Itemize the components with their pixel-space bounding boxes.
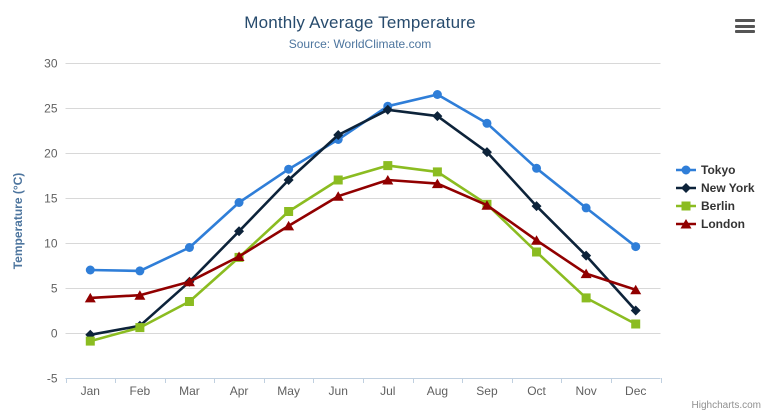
- x-tick-label: Sep: [476, 384, 498, 398]
- chart-subtitle: Source: WorldClimate.com: [288, 37, 432, 51]
- x-tick-label: Dec: [625, 384, 646, 398]
- x-tick-label: Jan: [81, 384, 100, 398]
- y-tick-label: 5: [51, 282, 58, 296]
- data-point-marker: [630, 305, 641, 316]
- data-point-marker: [681, 183, 691, 193]
- data-point-marker: [432, 167, 442, 177]
- data-point-marker: [84, 292, 96, 303]
- x-tick-label: Jun: [329, 384, 348, 398]
- data-point-marker: [284, 164, 294, 174]
- y-tick-label: 25: [44, 102, 58, 116]
- data-point-marker: [85, 336, 95, 346]
- legend-marker-triangle-icon: [676, 219, 696, 229]
- x-tick-label: Aug: [427, 384, 448, 398]
- data-point-marker: [631, 242, 641, 252]
- data-point-marker: [531, 235, 543, 245]
- menu-bar: [735, 24, 755, 28]
- data-point-marker: [134, 290, 146, 300]
- data-point-marker: [233, 251, 245, 261]
- x-tick-label: May: [277, 384, 300, 398]
- data-point-marker: [531, 201, 542, 212]
- data-point-marker: [432, 90, 442, 99]
- data-point-marker: [284, 207, 294, 216]
- legend-item-berlin[interactable]: Berlin: [676, 197, 755, 215]
- data-point-marker: [532, 163, 542, 173]
- data-point-marker: [333, 130, 344, 140]
- export-menu-icon[interactable]: [735, 17, 755, 35]
- series-line-berlin: [89, 164, 637, 343]
- x-tick-label: Oct: [527, 384, 546, 398]
- y-axis-title: Temperature (°C): [11, 172, 25, 270]
- data-point-marker: [581, 250, 592, 261]
- data-point-marker: [532, 247, 542, 257]
- data-point-marker: [234, 198, 244, 207]
- data-point-marker: [431, 178, 443, 189]
- legend-item-tokyo[interactable]: Tokyo: [676, 161, 755, 179]
- credits-link[interactable]: Highcharts.com: [691, 400, 761, 411]
- x-tick-label: Mar: [179, 384, 200, 398]
- series-line-new-york: [89, 108, 637, 337]
- data-point-marker: [382, 175, 394, 185]
- legend-marker-circle-icon: [676, 165, 696, 175]
- legend-item-new-york[interactable]: New York: [676, 179, 755, 197]
- data-point-marker: [283, 220, 295, 231]
- legend-item-london[interactable]: London: [676, 215, 755, 233]
- data-point-marker: [681, 165, 691, 175]
- data-point-marker: [383, 161, 393, 171]
- data-point-marker: [332, 191, 344, 201]
- data-point-marker: [283, 175, 294, 185]
- data-point-marker: [184, 297, 194, 306]
- data-point-marker: [680, 219, 692, 229]
- data-point-marker: [135, 323, 145, 333]
- x-tick-label: Feb: [130, 384, 151, 398]
- data-point-marker: [135, 266, 145, 276]
- x-tick-label: Apr: [230, 384, 249, 398]
- legend-marker-diamond-icon: [676, 183, 696, 193]
- data-point-marker: [183, 276, 195, 287]
- y-tick-label: 15: [44, 192, 58, 206]
- data-point-marker: [333, 175, 343, 185]
- chart-title: Monthly Average Temperature: [244, 13, 476, 32]
- legend-marker-square-icon: [676, 201, 696, 211]
- legend-label: London: [701, 217, 745, 231]
- x-tick-label: Jul: [380, 384, 395, 398]
- menu-bar: [735, 19, 755, 22]
- data-point-marker: [382, 104, 393, 115]
- y-tick-label: -5: [47, 372, 58, 386]
- legend-label: Tokyo: [701, 163, 736, 177]
- y-tick-label: 10: [44, 237, 58, 251]
- data-point-marker: [631, 319, 641, 329]
- data-point-marker: [681, 201, 691, 211]
- legend-label: New York: [701, 181, 755, 195]
- series-line-london: [89, 178, 637, 300]
- data-point-marker: [481, 200, 493, 210]
- data-point-marker: [481, 147, 492, 158]
- data-point-marker: [580, 268, 592, 279]
- menu-bar: [735, 30, 755, 33]
- legend-label: Berlin: [701, 199, 736, 213]
- y-tick-label: 30: [44, 57, 58, 71]
- legend: Tokyo New York Berlin London: [676, 161, 755, 233]
- data-point-marker: [581, 203, 591, 213]
- x-tick-label: Nov: [575, 384, 596, 398]
- data-point-marker: [184, 243, 194, 252]
- data-point-marker: [234, 226, 245, 237]
- y-tick-label: 20: [44, 147, 58, 161]
- data-point-marker: [482, 118, 492, 128]
- y-tick-label: 0: [51, 327, 58, 341]
- data-point-marker: [630, 284, 642, 295]
- data-point-marker: [581, 293, 591, 303]
- data-point-marker: [85, 265, 95, 275]
- data-point-marker: [432, 111, 443, 122]
